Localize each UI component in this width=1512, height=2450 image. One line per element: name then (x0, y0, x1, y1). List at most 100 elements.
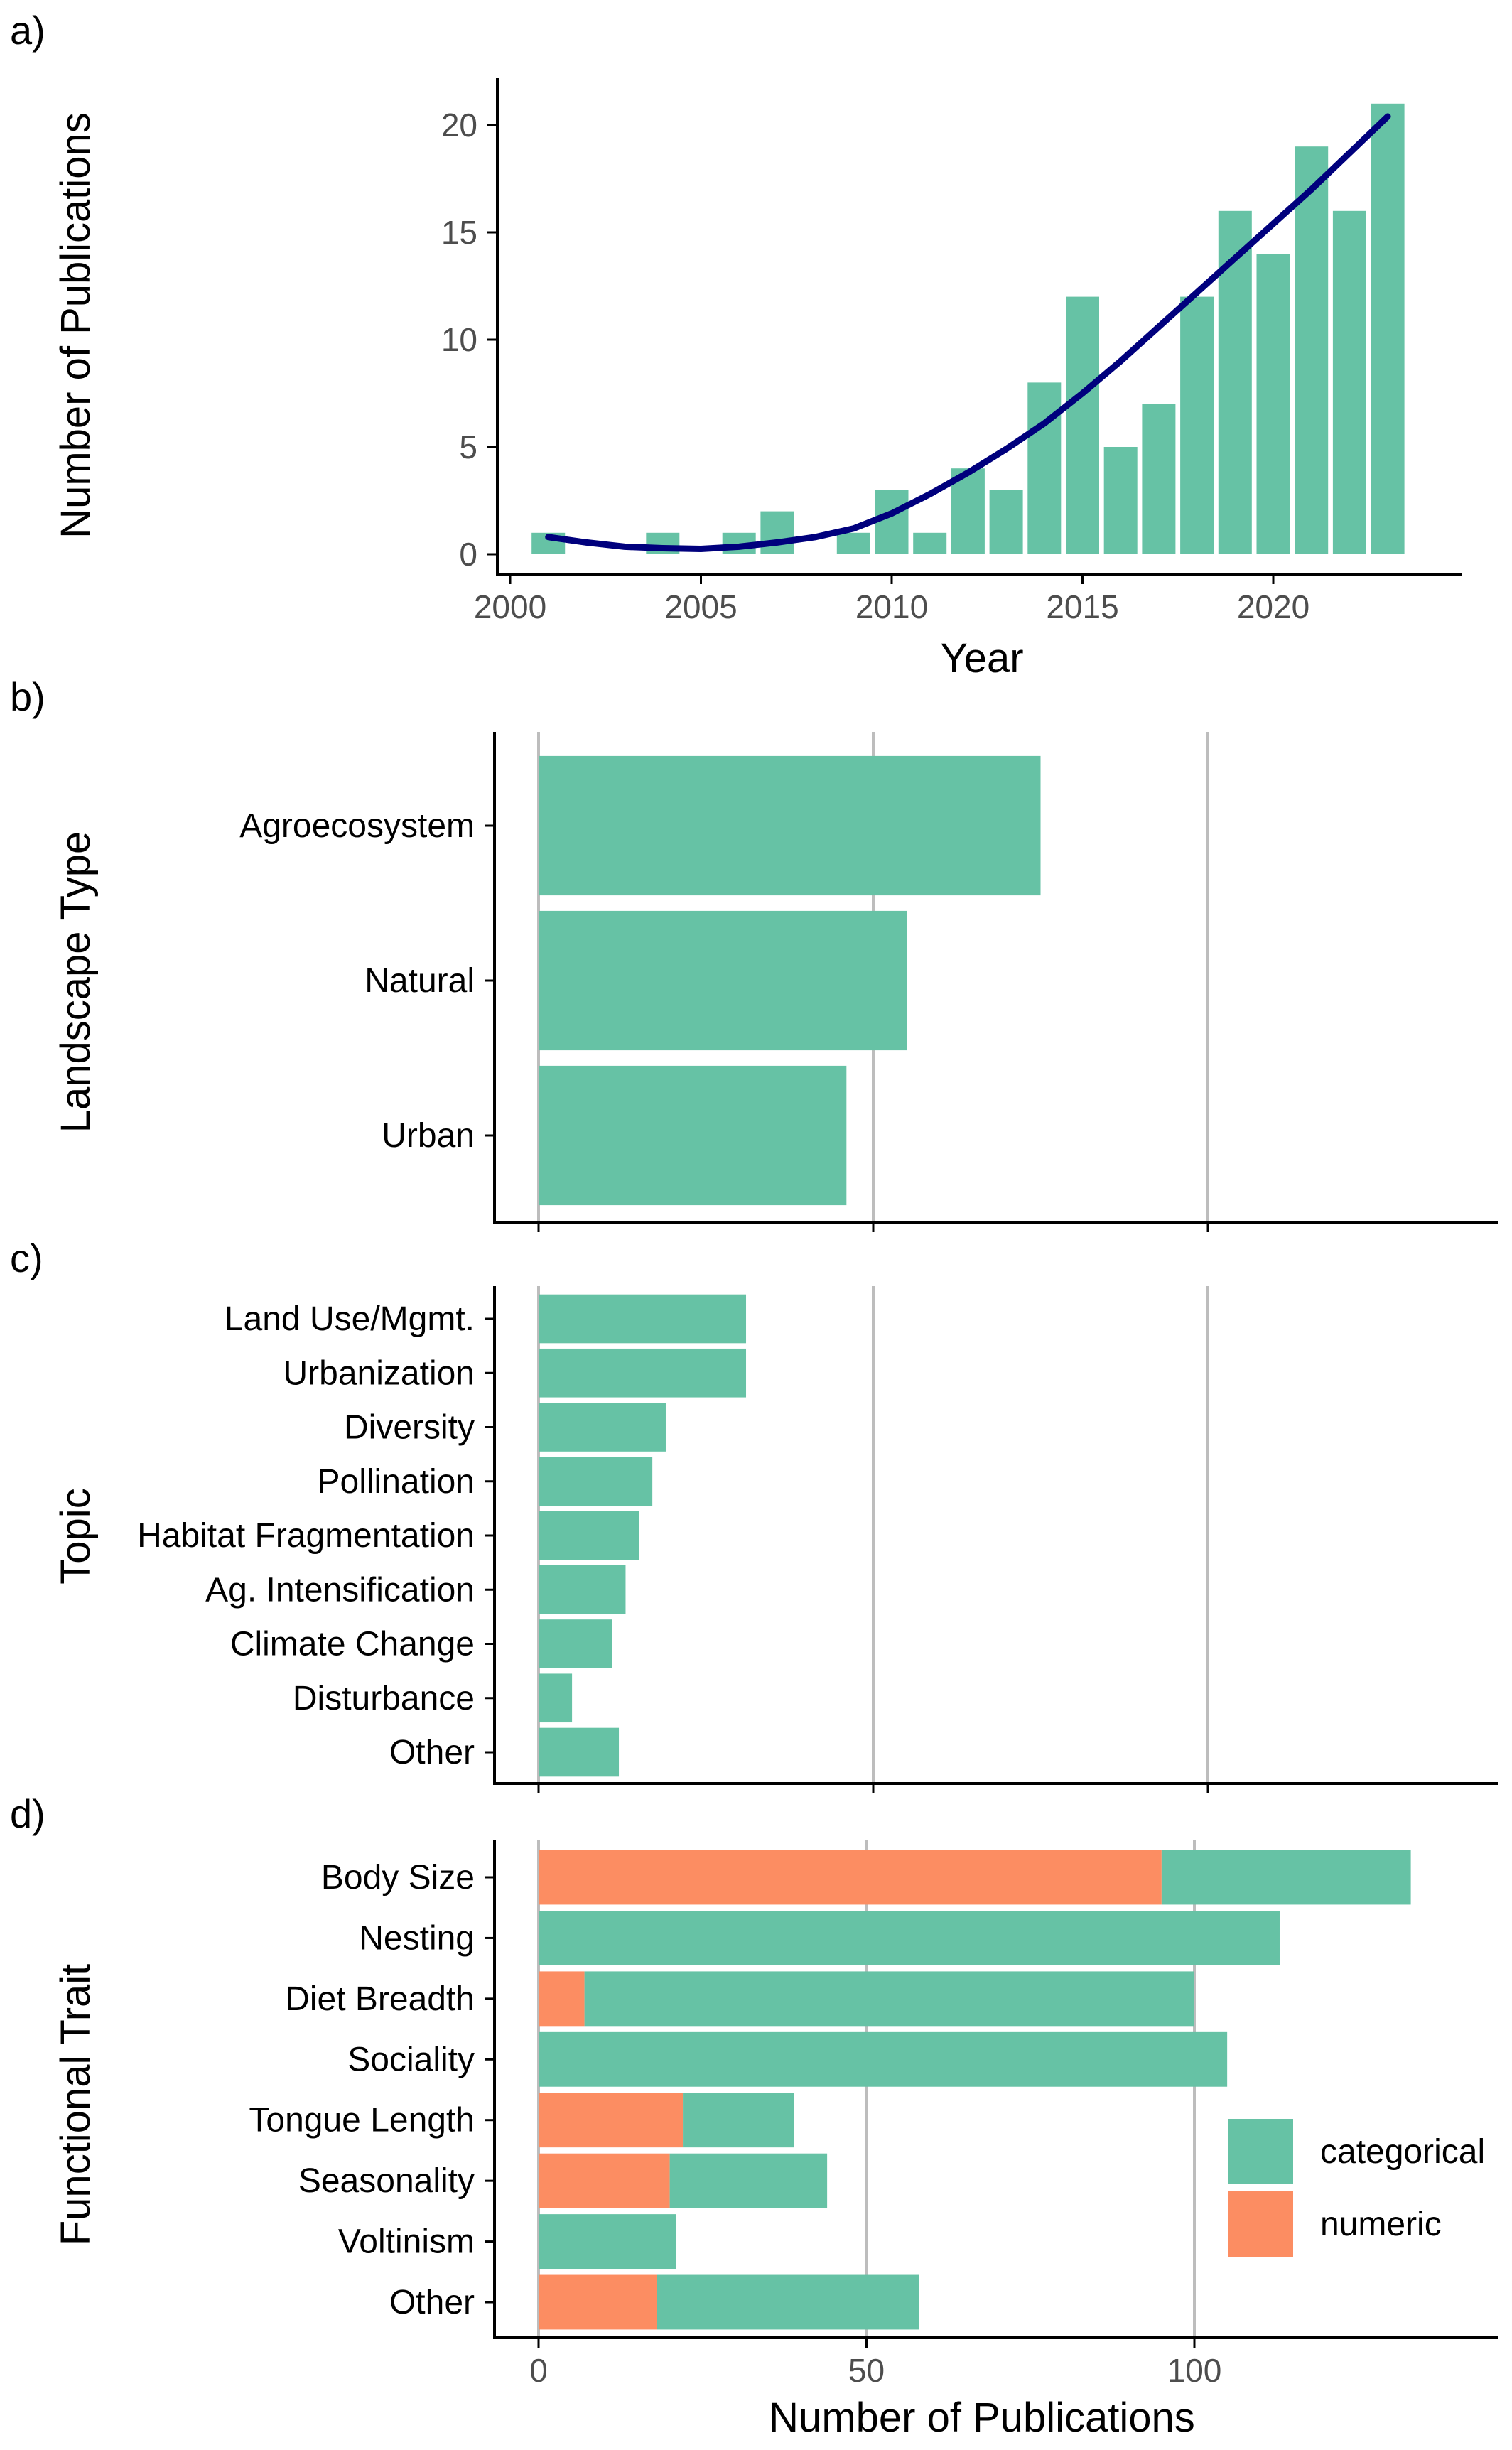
panel-a-x-tick-label: 2010 (855, 588, 928, 625)
category-label-body-size: Body Size (321, 1859, 475, 1896)
panel-d-x-axis-title: Number of Publications (769, 2395, 1195, 2441)
bar-year-2011 (913, 532, 947, 554)
panel-b-axes (485, 732, 1498, 1232)
bar-year-2017 (1142, 404, 1176, 554)
panel-d-bars (539, 1850, 1411, 2330)
category-label-disturbance: Disturbance (293, 1680, 475, 1717)
bar-other-numeric (539, 2274, 657, 2330)
panel-c-axes (485, 1286, 1498, 1793)
bar-year-2015 (1066, 296, 1099, 554)
panel-d-axes (485, 1840, 1498, 2348)
bar-year-2009 (836, 532, 870, 554)
category-label-sociality: Sociality (347, 2041, 475, 2078)
bar-year-2007 (760, 511, 794, 554)
bar-agroecosystem (539, 755, 1041, 896)
category-label-other: Other (389, 2284, 475, 2321)
category-label-ag-intensification: Ag. Intensification (205, 1571, 475, 1609)
bar-other-categorical (657, 2274, 919, 2330)
panel-d-category-labels: Body Size Nesting Diet Breadth Sociality Ton… (249, 1859, 475, 2321)
panel-a-x-tick-label: 2005 (664, 588, 737, 625)
panel-a-y-tick-label: 10 (441, 321, 477, 358)
category-label-natural: Natural (364, 962, 475, 1000)
panel-a-trend-line (545, 113, 1391, 553)
category-label-urbanization: Urbanization (284, 1354, 475, 1392)
panel-d-x-tick-label: 50 (848, 2352, 885, 2389)
bar-habitat-fragmentation (539, 1511, 639, 1560)
bar-urbanization (539, 1348, 747, 1398)
bar-year-2010 (875, 490, 909, 554)
bar-diet-breadth-numeric (539, 1971, 585, 2027)
category-label-other: Other (389, 1734, 475, 1771)
panel-a-label: a) (10, 8, 45, 53)
category-label-agroecosystem: Agroecosystem (239, 807, 475, 845)
category-label-land-use-mgmt: Land Use/Mgmt. (225, 1300, 475, 1338)
panel-c-category-labels: Land Use/Mgmt. Urbanization Diversity Polli… (137, 1300, 475, 1771)
panel-a-y-tick-labels: 0 5 10 15 20 (441, 107, 477, 573)
category-label-voltinism: Voltinism (338, 2223, 475, 2261)
bar-diet-breadth-categorical (584, 1971, 1194, 2027)
panel-a-x-tick-label: 2000 (474, 588, 546, 625)
panel-a-x-tick-labels: 2000 2005 2010 2015 2020 (474, 588, 1310, 625)
bar-sociality-categorical (539, 2031, 1228, 2087)
bar-year-2012 (951, 468, 985, 554)
bar-diversity (539, 1403, 666, 1452)
bar-year-2019 (1218, 210, 1252, 554)
panel-c: c) Land Use/Mgmt. Urbanization Diversity Po… (10, 1236, 1498, 1793)
panel-b: b) Agroecosystem Natural Urban Landscape T… (10, 674, 1498, 1232)
category-label-urban: Urban (382, 1117, 475, 1155)
bar-ag-intensification (539, 1565, 626, 1614)
bar-body-size-numeric (539, 1850, 1162, 1905)
bar-pollination (539, 1457, 653, 1506)
category-label-tongue-length: Tongue Length (249, 2102, 475, 2139)
panel-d-legend: categorical numeric (1228, 2119, 1485, 2257)
bar-disturbance (539, 1673, 573, 1723)
bar-year-2014 (1027, 382, 1062, 554)
bar-year-2021 (1295, 146, 1329, 554)
panel-a-y-tick-label: 5 (459, 428, 477, 465)
panel-b-label: b) (10, 674, 45, 719)
panel-c-bars (539, 1294, 747, 1777)
panel-c-label: c) (10, 1236, 43, 1280)
bar-year-2023 (1371, 103, 1405, 555)
bar-natural (539, 910, 907, 1051)
panel-d-x-tick-label: 0 (529, 2352, 548, 2389)
panel-a-y-axis-title: Number of Publications (53, 112, 99, 539)
bar-nesting-categorical (539, 1910, 1280, 1965)
category-label-seasonality: Seasonality (298, 2162, 475, 2200)
panel-b-y-axis-title: Landscape Type (53, 831, 99, 1133)
panel-d: d) Body Size Nesting Diet Breadth Sociality… (10, 1791, 1498, 2441)
panel-c-y-axis-title: Topic (53, 1488, 99, 1584)
bar-year-2016 (1103, 447, 1138, 554)
bar-land-use-mgmt (539, 1294, 747, 1344)
panel-a: a) 2000 2005 2010 2015 2020 0 5 10 15 20 Year Nu… (10, 8, 1462, 681)
panel-d-x-tick-label: 100 (1167, 2352, 1222, 2389)
bar-other (539, 1727, 620, 1777)
legend-label-categorical: categorical (1320, 2133, 1485, 2171)
bar-urban (539, 1065, 847, 1206)
category-label-pollination: Pollination (318, 1463, 475, 1501)
bar-year-2013 (989, 490, 1023, 554)
bar-year-2022 (1332, 210, 1366, 554)
legend-key-categorical (1228, 2119, 1293, 2184)
bar-year-2018 (1180, 296, 1214, 554)
legend-label-numeric: numeric (1320, 2206, 1442, 2243)
legend-key-numeric (1228, 2191, 1293, 2257)
category-label-habitat-fragmentation: Habitat Fragmentation (137, 1517, 475, 1555)
bar-seasonality-categorical (669, 2153, 828, 2208)
category-label-diet-breadth: Diet Breadth (285, 1980, 475, 2018)
bar-body-size-categorical (1161, 1850, 1411, 1905)
panel-a-axes (487, 78, 1462, 584)
panel-b-category-labels: Agroecosystem Natural Urban (239, 807, 475, 1155)
panel-a-x-tick-label: 2020 (1237, 588, 1310, 625)
bar-year-2020 (1256, 254, 1290, 554)
bar-seasonality-numeric (539, 2153, 670, 2208)
panel-a-bars (531, 103, 1405, 555)
panel-a-x-tick-label: 2015 (1046, 588, 1118, 625)
bar-voltinism-categorical (539, 2214, 676, 2270)
panel-a-y-tick-label: 0 (459, 536, 477, 573)
panel-a-x-axis-title: Year (940, 635, 1023, 681)
panel-d-y-axis-title: Functional Trait (53, 1964, 99, 2246)
category-label-nesting: Nesting (359, 1919, 475, 1957)
panel-b-bars (539, 755, 1041, 1206)
